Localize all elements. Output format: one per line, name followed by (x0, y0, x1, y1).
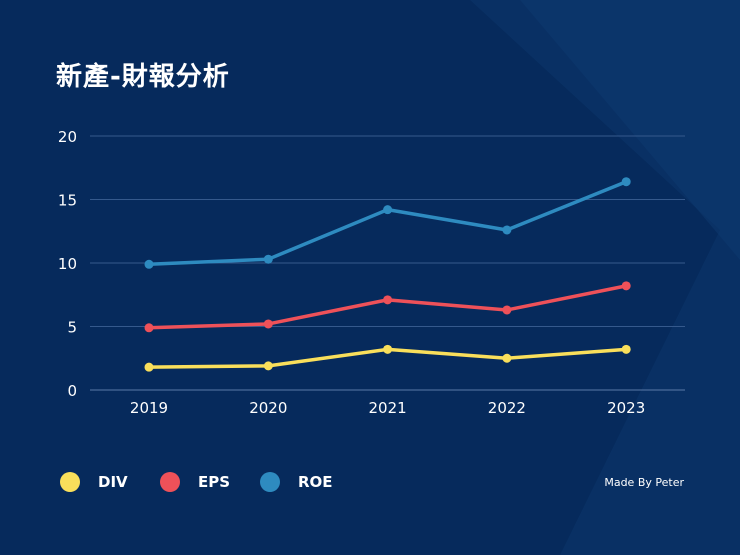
credit-text: Made By Peter (604, 476, 684, 489)
legend: DIV EPS ROE (60, 472, 360, 492)
x-tick-label: 2022 (488, 399, 526, 417)
legend-item-eps: EPS (160, 472, 260, 492)
roe-point (383, 205, 393, 215)
legend-label: ROE (298, 473, 333, 491)
x-tick-label: 2021 (369, 399, 407, 417)
roe-point (144, 259, 154, 269)
y-tick-label: 5 (67, 319, 77, 337)
x-tick-label: 2019 (130, 399, 168, 417)
eps-point (383, 295, 393, 305)
div-point (383, 344, 393, 354)
legend-swatch (60, 472, 80, 492)
eps-line (148, 284, 627, 330)
legend-swatch (260, 472, 280, 492)
eps-point (621, 281, 631, 291)
div-point (263, 361, 273, 371)
roe-point (263, 254, 273, 264)
x-tick-label: 2023 (607, 399, 645, 417)
roe-point (621, 177, 631, 187)
roe-point (502, 225, 512, 235)
legend-swatch (160, 472, 180, 492)
legend-label: EPS (198, 473, 231, 491)
y-tick-label: 10 (58, 255, 77, 273)
y-tick-label: 20 (58, 128, 77, 146)
legend-item-roe: ROE (260, 472, 360, 492)
y-tick-label: 15 (58, 192, 77, 210)
x-tick-label: 2020 (249, 399, 287, 417)
page-title: 新產-財報分析 (56, 62, 230, 92)
div-point (621, 344, 631, 354)
div-point (144, 362, 154, 372)
legend-label: DIV (98, 473, 128, 491)
legend-item-div: DIV (60, 472, 160, 492)
eps-point (144, 323, 154, 333)
y-tick-label: 0 (67, 382, 77, 400)
eps-point (263, 319, 273, 329)
roe-line (148, 180, 627, 267)
eps-point (502, 305, 512, 315)
div-point (502, 353, 512, 363)
